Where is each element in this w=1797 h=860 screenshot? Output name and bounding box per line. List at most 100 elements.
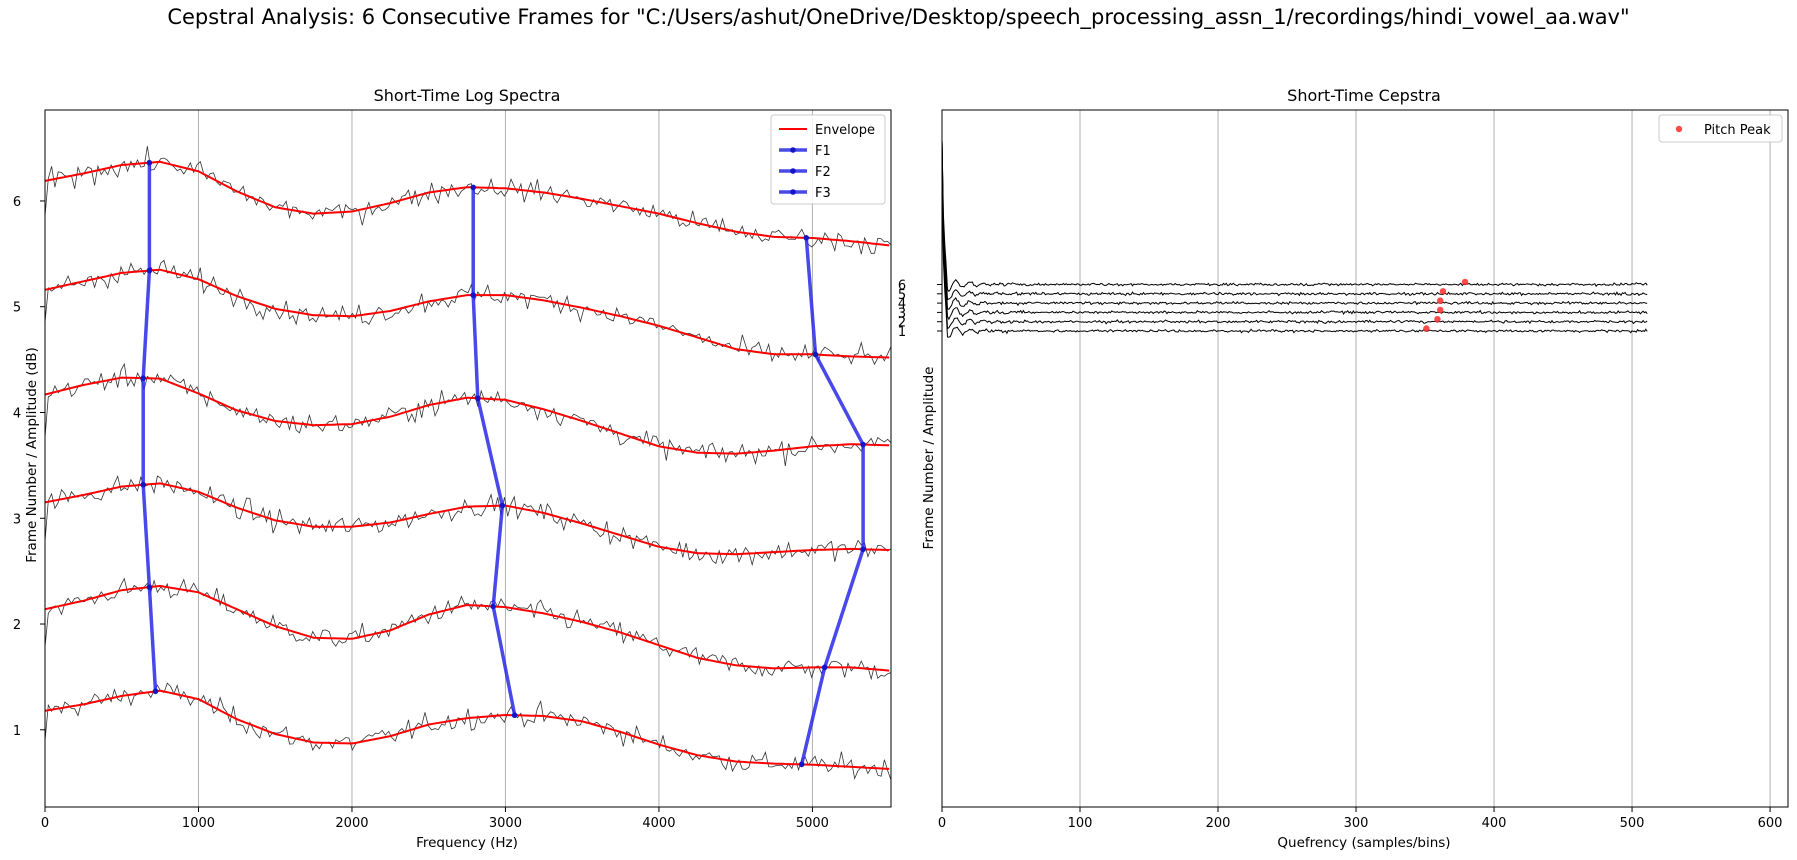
f1-track-line — [141, 162, 158, 692]
f2-point — [470, 184, 477, 191]
legend-box — [770, 114, 886, 205]
x-tick-label: 4000 — [642, 816, 675, 831]
y-tick-label: 5 — [898, 288, 906, 303]
raw-spectrum-line-frame-1 — [44, 682, 892, 781]
f1-point — [146, 584, 153, 590]
cepstrum-line-frame-2 — [941, 139, 1648, 330]
raw-spectrum-line-frame-5 — [44, 259, 892, 366]
legend-label: F1 — [815, 144, 831, 159]
log-spectra-legend: Envelope F1 F2 F3 — [770, 114, 886, 205]
y-tick-label: 3 — [13, 512, 21, 527]
raw-spectrum-line-frame-3 — [44, 475, 892, 567]
y-tick-label: 1 — [898, 325, 906, 340]
envelope-line-frame-2 — [44, 584, 890, 672]
log-spectra-title: Short-Time Log Spectra — [374, 86, 561, 105]
legend-label: Pitch Peak — [1704, 123, 1771, 138]
x-tick-label: 1000 — [182, 816, 215, 831]
log-spectra-ticks: 0 1000 2000 3000 4000 5000 1 2 3 4 5 6 — [13, 195, 829, 831]
legend-label: F3 — [815, 186, 831, 201]
f2-point — [470, 292, 477, 298]
pitch-peak-marker — [1437, 306, 1444, 314]
pitch-peak-marker — [1423, 325, 1430, 332]
f1-point — [140, 375, 147, 381]
pitch-peak-marker — [1437, 297, 1444, 304]
f3-point — [798, 761, 805, 768]
y-tick-label: 5 — [13, 301, 21, 316]
x-tick-label: 300 — [1344, 816, 1369, 831]
raw-spectrum-line-frame-6 — [44, 146, 892, 255]
f1-point — [146, 267, 153, 274]
f2-point — [499, 502, 506, 509]
f2-point — [490, 603, 496, 610]
cepstra-title: Short-Time Cepstra — [1287, 86, 1441, 105]
f1-point — [146, 159, 153, 166]
figure-title: Cepstral Analysis: 6 Consecutive Frames … — [167, 5, 1630, 29]
f3-point — [812, 351, 819, 358]
f2-point — [511, 712, 518, 719]
x-tick-label: 3000 — [489, 816, 522, 831]
f3-point — [803, 235, 810, 241]
envelope-line-frame-1 — [44, 689, 890, 770]
raw-spectrum-line-frame-2 — [44, 577, 892, 681]
x-tick-label: 600 — [1758, 816, 1783, 831]
legend-formant-marker — [790, 168, 796, 174]
y-tick-label: 2 — [13, 618, 21, 633]
y-tick-label: 2 — [898, 316, 906, 331]
log-spectra-data — [44, 146, 892, 781]
log-spectra-frame — [44, 109, 892, 808]
legend-formant-marker — [790, 147, 796, 153]
log-spectra-axes: Short-Time Log Spectra Frequency (Hz) Fr… — [13, 86, 892, 851]
y-tick-label: 4 — [898, 297, 906, 312]
f3-point — [860, 546, 866, 553]
x-tick-label: 400 — [1482, 816, 1507, 831]
legend-box — [1658, 114, 1783, 143]
envelope-line-frame-5 — [44, 268, 890, 359]
y-tick-label: 1 — [13, 724, 21, 739]
cepstrum-line-frame-1 — [941, 139, 1648, 338]
x-tick-label: 0 — [41, 816, 49, 831]
legend-pitch-marker — [1675, 125, 1683, 133]
x-tick-label: 0 — [938, 816, 946, 831]
x-tick-label: 2000 — [335, 816, 368, 831]
y-tick-label: 6 — [898, 279, 906, 294]
cepstra-data — [941, 139, 1648, 338]
x-tick-label: 5000 — [796, 816, 829, 831]
envelope-line-frame-3 — [44, 482, 890, 556]
cepstra-ylabel: Frame Number / Amplitude — [921, 367, 937, 550]
cepstra-grid — [1079, 110, 1771, 807]
cepstrum-line-frame-6 — [941, 139, 1648, 293]
pitch-peak-marker — [1461, 278, 1469, 286]
f3-track-line — [799, 237, 865, 765]
cepstra-legend: Pitch Peak — [1658, 114, 1783, 143]
cepstra-xlabel: Quefrency (samples/bins) — [1277, 835, 1450, 851]
y-tick-label: 6 — [13, 195, 21, 210]
f2-point — [475, 395, 481, 402]
cepstra-axes: Short-Time Cepstra Quefrency (samples/bi… — [898, 86, 1789, 851]
legend-formant-marker — [790, 189, 796, 195]
cepstrum-line-frame-4 — [941, 139, 1648, 310]
f3-point — [821, 664, 828, 671]
y-tick-label: 3 — [898, 306, 906, 321]
x-tick-label: 500 — [1620, 816, 1645, 831]
f1-point — [140, 481, 147, 488]
log-spectra-ylabel: Frame Number / Amplitude (dB) — [24, 347, 40, 563]
cepstrum-line-frame-5 — [941, 139, 1648, 301]
pitch-peak-marker — [1439, 288, 1447, 295]
envelope-line-frame-4 — [44, 376, 890, 455]
f1-point — [152, 688, 159, 695]
cepstrum-line-frame-3 — [941, 139, 1648, 321]
envelope-line-frame-6 — [44, 160, 890, 247]
y-tick-label: 4 — [13, 406, 21, 421]
legend-label: F2 — [815, 165, 831, 180]
log-spectra-grid — [197, 110, 813, 807]
log-spectra-xlabel: Frequency (Hz) — [416, 835, 518, 851]
cepstra-frame — [941, 109, 1789, 808]
f3-point — [860, 441, 866, 448]
x-tick-label: 100 — [1068, 816, 1093, 831]
pitch-peak-marker — [1434, 316, 1441, 323]
x-tick-label: 200 — [1206, 816, 1231, 831]
legend-label: Envelope — [815, 123, 875, 138]
f2-track-line — [471, 187, 517, 716]
